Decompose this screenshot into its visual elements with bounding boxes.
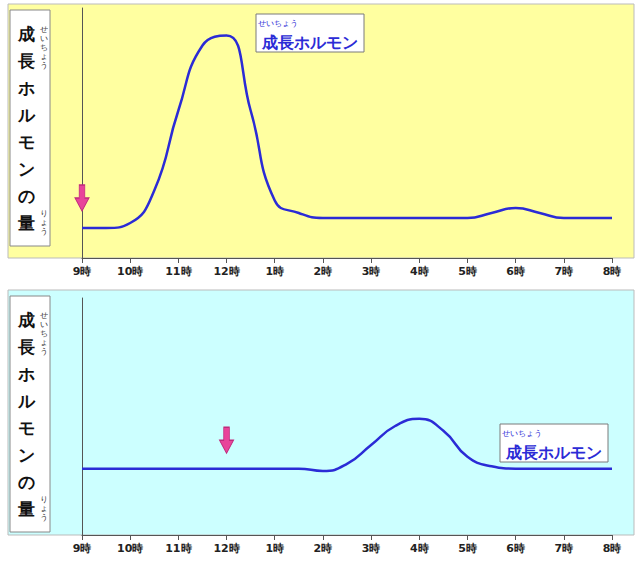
svg-text:ち: ち xyxy=(40,329,48,338)
svg-text:成長ホルモン: 成長ホルモン xyxy=(261,33,358,52)
svg-text:ホ: ホ xyxy=(17,78,35,98)
svg-text:の: の xyxy=(18,186,35,206)
svg-text:4時: 4時 xyxy=(410,265,429,278)
svg-text:ょ: ょ xyxy=(40,218,48,227)
svg-text:2時: 2時 xyxy=(314,265,333,278)
svg-text:の: の xyxy=(18,472,35,492)
svg-text:成: 成 xyxy=(17,24,35,44)
svg-text:せ: せ xyxy=(40,311,48,320)
svg-text:せいちょう: せいちょう xyxy=(502,429,542,438)
svg-text:ホ: ホ xyxy=(17,364,35,384)
svg-text:ル: ル xyxy=(17,391,36,411)
svg-text:12時: 12時 xyxy=(213,265,239,278)
svg-text:り: り xyxy=(40,495,48,504)
svg-text:1時: 1時 xyxy=(265,542,284,555)
svg-text:モ: モ xyxy=(18,132,35,152)
svg-text:成: 成 xyxy=(17,310,35,330)
svg-text:8時: 8時 xyxy=(603,542,622,555)
svg-text:せいちょう: せいちょう xyxy=(258,19,298,28)
svg-text:8時: 8時 xyxy=(603,265,622,278)
svg-text:7時: 7時 xyxy=(554,265,573,278)
svg-text:う: う xyxy=(40,347,48,356)
svg-text:ょ: ょ xyxy=(40,338,48,347)
svg-text:せ: せ xyxy=(40,25,48,34)
svg-text:う: う xyxy=(40,227,48,236)
svg-text:5時: 5時 xyxy=(458,542,477,555)
svg-text:10時: 10時 xyxy=(117,542,143,555)
svg-text:3時: 3時 xyxy=(362,542,381,555)
svg-text:7時: 7時 xyxy=(554,542,573,555)
svg-text:モ: モ xyxy=(18,418,35,438)
svg-text:い: い xyxy=(40,34,48,43)
svg-text:ン: ン xyxy=(18,159,35,179)
svg-text:9時: 9時 xyxy=(73,265,92,278)
svg-text:6時: 6時 xyxy=(506,542,525,555)
svg-text:3時: 3時 xyxy=(362,265,381,278)
svg-text:2時: 2時 xyxy=(314,542,333,555)
svg-text:ょ: ょ xyxy=(40,504,48,513)
svg-text:り: り xyxy=(40,209,48,218)
svg-text:12時: 12時 xyxy=(213,542,239,555)
svg-text:9時: 9時 xyxy=(73,542,92,555)
svg-text:ょ: ょ xyxy=(40,52,48,61)
svg-text:量: 量 xyxy=(17,213,35,233)
svg-text:長: 長 xyxy=(17,337,35,357)
svg-text:10時: 10時 xyxy=(117,265,143,278)
svg-text:い: い xyxy=(40,320,48,329)
svg-text:量: 量 xyxy=(17,499,35,519)
svg-text:ン: ン xyxy=(18,445,35,465)
svg-text:長: 長 xyxy=(17,51,35,71)
svg-text:う: う xyxy=(40,61,48,70)
svg-text:4時: 4時 xyxy=(410,542,429,555)
svg-text:11時: 11時 xyxy=(165,542,191,555)
svg-text:5時: 5時 xyxy=(458,265,477,278)
svg-text:う: う xyxy=(40,513,48,522)
svg-text:ち: ち xyxy=(40,43,48,52)
svg-text:1時: 1時 xyxy=(265,265,284,278)
svg-text:成長ホルモン: 成長ホルモン xyxy=(505,443,602,462)
svg-text:6時: 6時 xyxy=(506,265,525,278)
svg-text:ル: ル xyxy=(17,105,36,125)
svg-text:11時: 11時 xyxy=(165,265,191,278)
